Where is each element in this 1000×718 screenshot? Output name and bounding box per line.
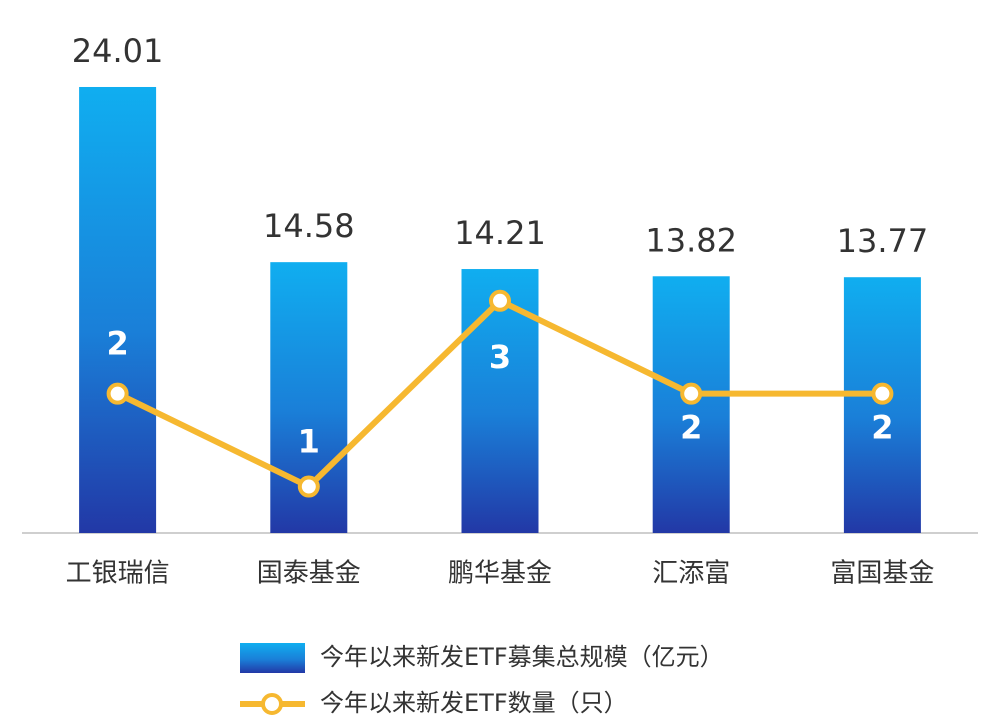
legend-swatch — [240, 643, 305, 673]
bar-value-label: 14.58 — [263, 207, 355, 245]
line-value-label: 2 — [680, 409, 702, 447]
legend-label: 今年以来新发ETF数量（只） — [320, 689, 628, 717]
x-tick-label: 鹏华基金 — [448, 559, 552, 589]
line-value-label: 3 — [489, 338, 511, 376]
line-value-label: 1 — [298, 423, 320, 461]
line-point — [680, 382, 703, 405]
x-tick-label: 国泰基金 — [257, 559, 361, 589]
line-value-label: 2 — [106, 325, 128, 363]
bar — [79, 86, 157, 534]
bar — [843, 277, 921, 533]
legend-marker — [261, 693, 283, 715]
legend-label: 今年以来新发ETF募集总规模（亿元） — [320, 643, 724, 671]
line-value-label: 2 — [871, 409, 893, 447]
x-tick-label: 汇添富 — [652, 559, 730, 589]
bar-value-label: 14.21 — [454, 214, 546, 252]
line-point — [489, 289, 511, 312]
line-point — [871, 382, 894, 405]
x-tick-label: 工银瑞信 — [66, 559, 170, 589]
bar-value-label: 13.77 — [837, 222, 929, 260]
bar-value-label: 24.01 — [72, 32, 164, 70]
line-point — [297, 475, 320, 498]
line-point — [106, 382, 129, 405]
bar-value-label: 13.82 — [645, 221, 737, 259]
x-tick-label: 富国基金 — [830, 559, 934, 589]
